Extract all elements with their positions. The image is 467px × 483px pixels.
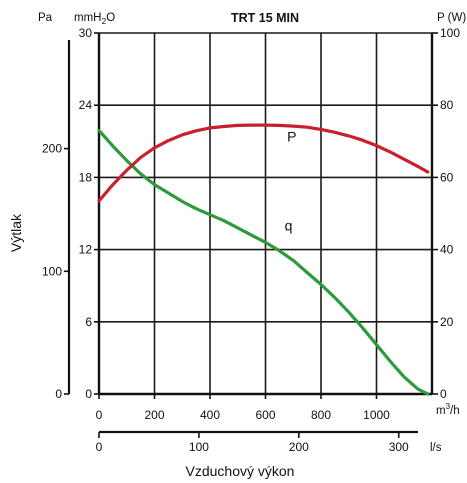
series-label-p: P xyxy=(287,128,296,144)
x-tick-label-ls: 100 xyxy=(189,440,209,454)
y-tick-label-power: 100 xyxy=(440,26,460,40)
x-tick-label-m3h: 200 xyxy=(144,408,164,422)
unit-mmh2o: mmH2O xyxy=(74,12,115,26)
y-tick-label-power: 80 xyxy=(440,98,454,112)
x-tick-label-m3h: 800 xyxy=(311,408,331,422)
x-tick-label-ls: 300 xyxy=(389,440,409,454)
y-tick-label-mmh2o: 6 xyxy=(85,315,92,329)
y-tick-label-power: 40 xyxy=(440,243,454,257)
unit-m3h-tail: /h xyxy=(450,405,460,417)
x-tick-label-m3h: 0 xyxy=(96,408,103,422)
y-tick-label-mmh2o: 30 xyxy=(79,26,93,40)
unit-ls: l/s xyxy=(430,442,442,454)
x-tick-label-m3h: 600 xyxy=(255,408,275,422)
y-tick-label-mmh2o: 12 xyxy=(79,243,93,257)
unit-pa: Pa xyxy=(38,12,53,24)
y-axis-title: Výtlak xyxy=(8,213,24,252)
y-tick-label-pa: 0 xyxy=(55,387,62,401)
x-tick-label-m3h: 400 xyxy=(200,408,220,422)
series-line-q xyxy=(97,128,430,396)
series-label-q: q xyxy=(285,217,293,233)
y-tick-label-pa: 100 xyxy=(42,264,62,278)
x-tick-label-ls: 0 xyxy=(96,440,103,454)
x-tick-label-ls: 200 xyxy=(289,440,309,454)
unit-mmh2o-prefix: mmH xyxy=(74,12,101,24)
series-line-p xyxy=(97,123,430,203)
y-tick-label-pa: 200 xyxy=(42,142,62,156)
unit-mmh2o-suffix: O xyxy=(106,12,115,24)
unit-mmh2o-sub: 2 xyxy=(101,16,106,26)
y-tick-label-mmh2o: 24 xyxy=(79,98,93,112)
y-tick-label-mmh2o: 18 xyxy=(79,170,93,184)
unit-m3h: m3/h xyxy=(436,402,460,417)
y-tick-label-power: 20 xyxy=(440,315,454,329)
chart-title: TRT 15 MIN xyxy=(231,11,299,25)
y-tick-label-power: 0 xyxy=(440,387,447,401)
y-tick-label-mmh2o: 0 xyxy=(85,387,92,401)
y-tick-label-power: 60 xyxy=(440,170,454,184)
series-layer xyxy=(97,123,430,396)
x-axis-title: Vzduchový výkon xyxy=(186,463,295,479)
x-tick-label-m3h: 1000 xyxy=(363,408,390,422)
grid xyxy=(99,32,432,395)
unit-m3h-sup: 3 xyxy=(446,402,451,411)
axes xyxy=(64,32,438,438)
unit-m3h-base: m xyxy=(436,405,446,417)
unit-power: P (W) xyxy=(437,12,466,24)
